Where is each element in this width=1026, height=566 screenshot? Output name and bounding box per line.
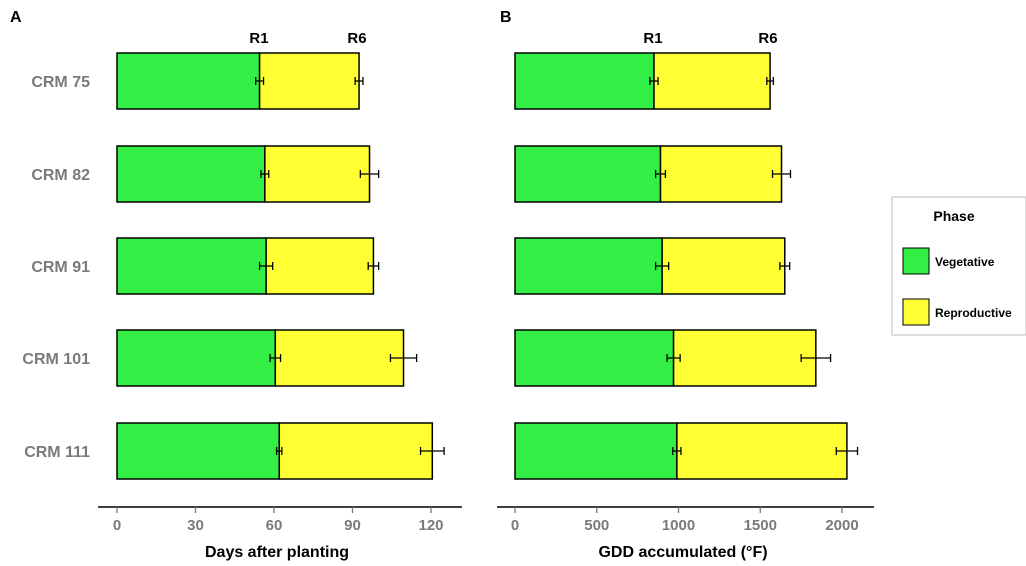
legend: Phase Vegetative Reproductive	[891, 196, 1026, 336]
bar-reproductive-crm-75	[258, 52, 360, 110]
category-label: CRM 111	[24, 444, 90, 461]
x-tick-label: 0	[511, 517, 519, 534]
panel-b: B R1 R6 0 500 1000 1500 2000 GDD accumulated…	[497, 9, 874, 561]
category-label: CRM 91	[31, 259, 90, 276]
error-bar-vegetative-crm-91	[654, 262, 670, 270]
bar-vegetative-crm-91	[514, 237, 663, 295]
x-tick-label: 30	[187, 517, 204, 534]
bar-vegetative-crm-101	[514, 329, 675, 387]
error-bar-vegetative-crm-82	[260, 170, 270, 178]
panel-a-bars	[116, 52, 445, 480]
error-bar-vegetative-crm-91	[258, 262, 274, 270]
legend-swatch-reproductive	[902, 298, 930, 326]
bar-reproductive-crm-82	[659, 145, 783, 203]
panel-a-x-axis-title: Days after planting	[205, 544, 349, 561]
error-bar-reproductive-crm-111	[419, 447, 445, 455]
error-bar-vegetative-crm-101	[269, 354, 282, 362]
legend-title: Phase	[933, 208, 974, 224]
bar-vegetative-crm-75	[514, 52, 655, 110]
error-bar-vegetative-crm-75	[649, 77, 659, 85]
error-bar-vegetative-crm-75	[255, 77, 265, 85]
x-tick-label: 2000	[825, 517, 858, 534]
legend-swatch-vegetative	[902, 247, 930, 275]
panel-a-label: A	[10, 9, 22, 26]
error-bar-vegetative-crm-82	[654, 170, 667, 178]
panel-a-category-labels: CRM 75 CRM 82 CRM 91 CRM 101 CRM 111	[22, 74, 90, 461]
legend-label-vegetative: Vegetative	[935, 255, 995, 269]
error-bar-reproductive-crm-75	[766, 77, 774, 85]
panel-a-r1-label: R1	[249, 30, 268, 47]
bar-reproductive-crm-111	[278, 422, 434, 480]
x-tick-label: 120	[418, 517, 443, 534]
bar-vegetative-crm-82	[116, 145, 266, 203]
category-label: CRM 82	[31, 167, 90, 184]
error-bar-reproductive-crm-101	[800, 354, 832, 362]
category-label: CRM 75	[31, 74, 90, 91]
error-bar-reproductive-crm-111	[835, 447, 859, 455]
bar-vegetative-crm-75	[116, 52, 261, 110]
x-tick-label: 1000	[662, 517, 695, 534]
error-bar-reproductive-crm-91	[367, 262, 380, 270]
bar-vegetative-crm-111	[116, 422, 280, 480]
panel-b-bars	[514, 52, 859, 480]
panel-a-r6-label: R6	[347, 30, 366, 47]
bar-reproductive-crm-101	[274, 329, 405, 387]
x-tick-label: 90	[344, 517, 361, 534]
bar-reproductive-crm-91	[265, 237, 375, 295]
panel-a-x-ticks: 0 30 60 90 120	[113, 507, 444, 534]
error-bar-vegetative-crm-101	[666, 354, 681, 362]
legend-label-reproductive: Reproductive	[935, 306, 1012, 320]
category-label: CRM 101	[22, 351, 90, 368]
error-bar-reproductive-crm-75	[354, 77, 364, 85]
error-bar-reproductive-crm-101	[389, 354, 418, 362]
panel-b-x-ticks: 0 500 1000 1500 2000	[511, 507, 859, 534]
bar-vegetative-crm-91	[116, 237, 267, 295]
bar-reproductive-crm-75	[653, 52, 771, 110]
bar-vegetative-crm-101	[116, 329, 277, 387]
x-tick-label: 60	[266, 517, 283, 534]
error-bar-reproductive-crm-82	[359, 170, 380, 178]
error-bar-reproductive-crm-82	[771, 170, 792, 178]
bar-vegetative-crm-111	[514, 422, 678, 480]
x-tick-label: 1500	[744, 517, 777, 534]
x-tick-label: 500	[584, 517, 609, 534]
bar-vegetative-crm-82	[514, 145, 662, 203]
error-bar-reproductive-crm-91	[779, 262, 791, 270]
panel-a: A R1 R6 CRM 75 CRM 82 CRM 91 CRM 101 CRM 111…	[10, 9, 462, 561]
bar-reproductive-crm-91	[661, 237, 786, 295]
panel-b-label: B	[500, 9, 512, 26]
panel-b-r1-label: R1	[643, 30, 662, 47]
panel-b-r6-label: R6	[758, 30, 777, 47]
bar-reproductive-crm-101	[672, 329, 817, 387]
panel-b-x-axis-title: GDD accumulated (°F)	[598, 544, 767, 561]
bar-reproductive-crm-111	[676, 422, 848, 480]
error-bar-vegetative-crm-111	[672, 447, 682, 455]
error-bar-vegetative-crm-111	[275, 447, 283, 455]
x-tick-label: 0	[113, 517, 121, 534]
bar-reproductive-crm-82	[264, 145, 371, 203]
